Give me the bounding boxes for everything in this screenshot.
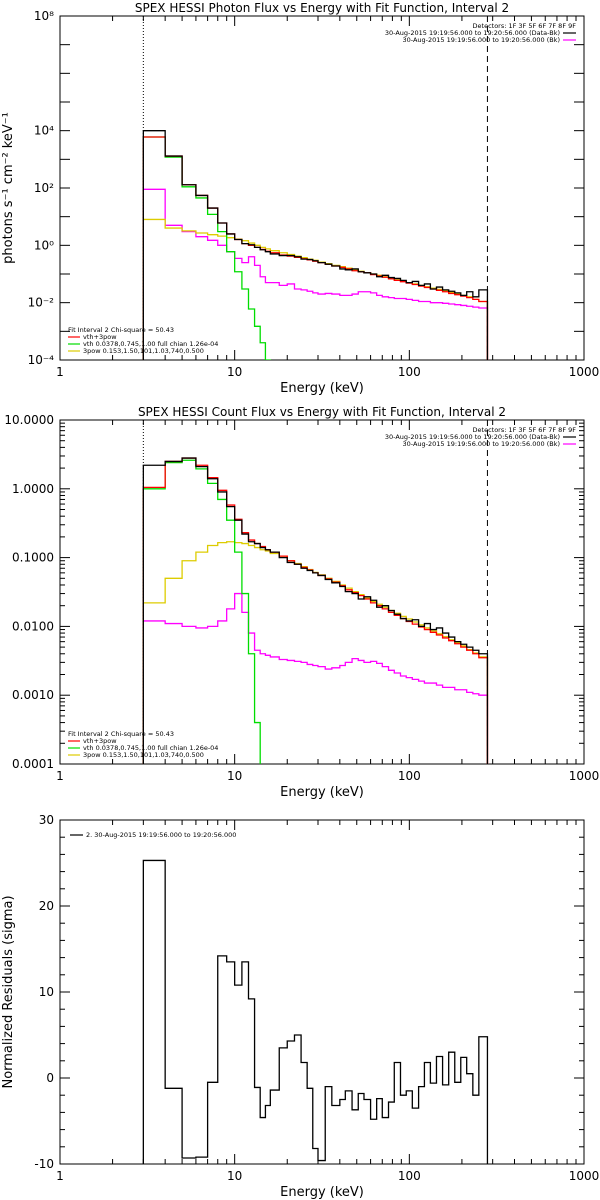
series-vth-line xyxy=(142,136,271,360)
series-background-line xyxy=(142,592,489,764)
y-axis-label: photons s⁻¹ cm⁻² keV⁻¹ xyxy=(1,112,16,264)
x-tick-label: 10 xyxy=(227,365,242,379)
y-tick-label: 0.1000 xyxy=(12,551,54,565)
plot-frame xyxy=(59,819,585,1165)
x-tick-label: 100 xyxy=(398,1169,421,1183)
x-tick-label: 1 xyxy=(56,1169,64,1183)
plot-area xyxy=(142,859,489,1164)
x-tick-label: 100 xyxy=(398,769,421,783)
plot-frame xyxy=(59,419,585,765)
legend-top-line: 30-Aug-2015 19:19:56.000 to 19:20:56.000… xyxy=(385,433,560,441)
y-axis-label: Normalized Residuals (sigma) xyxy=(1,895,16,1088)
fit-legend-header: Fit Interval 2 Chi-square = 50.43 xyxy=(68,730,174,738)
y-tick-label: 10⁸ xyxy=(34,9,54,23)
series-total_fit-line xyxy=(142,457,489,764)
x-tick-label: 1 xyxy=(56,769,64,783)
fit-legend-entry: vth 0.0378,0.745,1.00 full chian 1.26e-0… xyxy=(83,340,218,348)
legend-top-line: 30-Aug-2015 19:19:56.000 to 19:20:56.000… xyxy=(403,36,560,44)
y-tick-label: 0.0010 xyxy=(12,688,54,702)
series-background-line xyxy=(142,188,489,360)
fit-legend-entry: vth+3pow xyxy=(83,333,117,341)
y-tick-label: 30 xyxy=(39,813,54,827)
fit-legend-entry: vth 0.0378,0.745,1.00 full chian 1.26e-0… xyxy=(83,744,218,752)
x-tick-label: 100 xyxy=(398,365,421,379)
y-tick-label: 0.0100 xyxy=(12,619,54,633)
series-total_fit-line xyxy=(142,136,489,360)
x-tick-label: 1 xyxy=(56,365,64,379)
series-observed-line xyxy=(142,130,489,360)
x-axis-label: Energy (keV) xyxy=(280,381,364,396)
residuals-panel: 1 10 100 1000 -10 0 10 20 30 Energy (keV) Normaliz… xyxy=(1,813,599,1200)
x-tick-label: 1000 xyxy=(569,769,600,783)
fit-legend-header: Fit Interval 2 Chi-square = 50.43 xyxy=(68,326,174,334)
legend-top-line: 2. 30-Aug-2015 19:19:56.000 to 19:20:56.… xyxy=(86,831,236,839)
y-tick-label: 1.0000 xyxy=(12,482,54,496)
x-tick-label: 1000 xyxy=(569,1169,600,1183)
x-tick-label: 10 xyxy=(227,1169,242,1183)
y-tick-label: -10 xyxy=(34,1157,54,1171)
plot-area xyxy=(142,457,489,764)
legend-top-line: 30-Aug-2015 19:19:56.000 to 19:20:56.000… xyxy=(385,29,560,37)
fit-legend-entry: 3pow 0.153,1.50,101,1.03,740,0.500 xyxy=(83,347,204,355)
series-vth-line xyxy=(142,459,261,764)
y-tick-label: 10 xyxy=(39,985,54,999)
fit-legend-entry: 3pow 0.153,1.50,101,1.03,740,0.500 xyxy=(83,751,204,759)
x-axis-label: Energy (keV) xyxy=(280,785,364,800)
legend-top-line: Detectors: 1F 3F 5F 6F 7F 8F 9F xyxy=(473,426,577,434)
x-tick-label: 1000 xyxy=(569,365,600,379)
photon-flux-panel: SPEX HESSI Photon Flux vs Energy with Fi… xyxy=(1,1,599,396)
plot-frame xyxy=(59,15,585,361)
legend-top-line: 30-Aug-2015 19:19:56.000 to 19:20:56.000… xyxy=(403,440,560,448)
series-3pow-line xyxy=(142,541,489,764)
legend-top-line: Detectors: 1F 3F 5F 6F 7F 8F 9F xyxy=(473,22,577,30)
x-axis-label: Energy (keV) xyxy=(280,1185,364,1200)
x-tick-label: 10 xyxy=(227,769,242,783)
y-tick-label: 0 xyxy=(46,1071,54,1085)
plot-area xyxy=(142,130,489,360)
count-flux-panel: SPEX HESSI Count Flux vs Energy with Fit… xyxy=(4,405,599,800)
y-tick-label: 10⁻² xyxy=(28,296,55,310)
y-tick-label: 10⁴ xyxy=(34,124,54,138)
series-observed-line xyxy=(142,457,489,764)
y-tick-label: 10.0000 xyxy=(4,413,54,427)
y-tick-label: 0.0001 xyxy=(12,757,54,771)
y-tick-label: 10² xyxy=(34,181,54,195)
y-tick-label: 10⁰ xyxy=(34,238,54,252)
fit-legend-entry: vth+3pow xyxy=(83,737,117,745)
series-observed-line xyxy=(142,859,489,1164)
y-tick-label: 10⁻⁴ xyxy=(28,353,55,367)
chart-title: SPEX HESSI Photon Flux vs Energy with Fi… xyxy=(135,1,509,15)
chart-title: SPEX HESSI Count Flux vs Energy with Fit… xyxy=(138,405,506,419)
y-tick-label: 20 xyxy=(39,899,54,913)
